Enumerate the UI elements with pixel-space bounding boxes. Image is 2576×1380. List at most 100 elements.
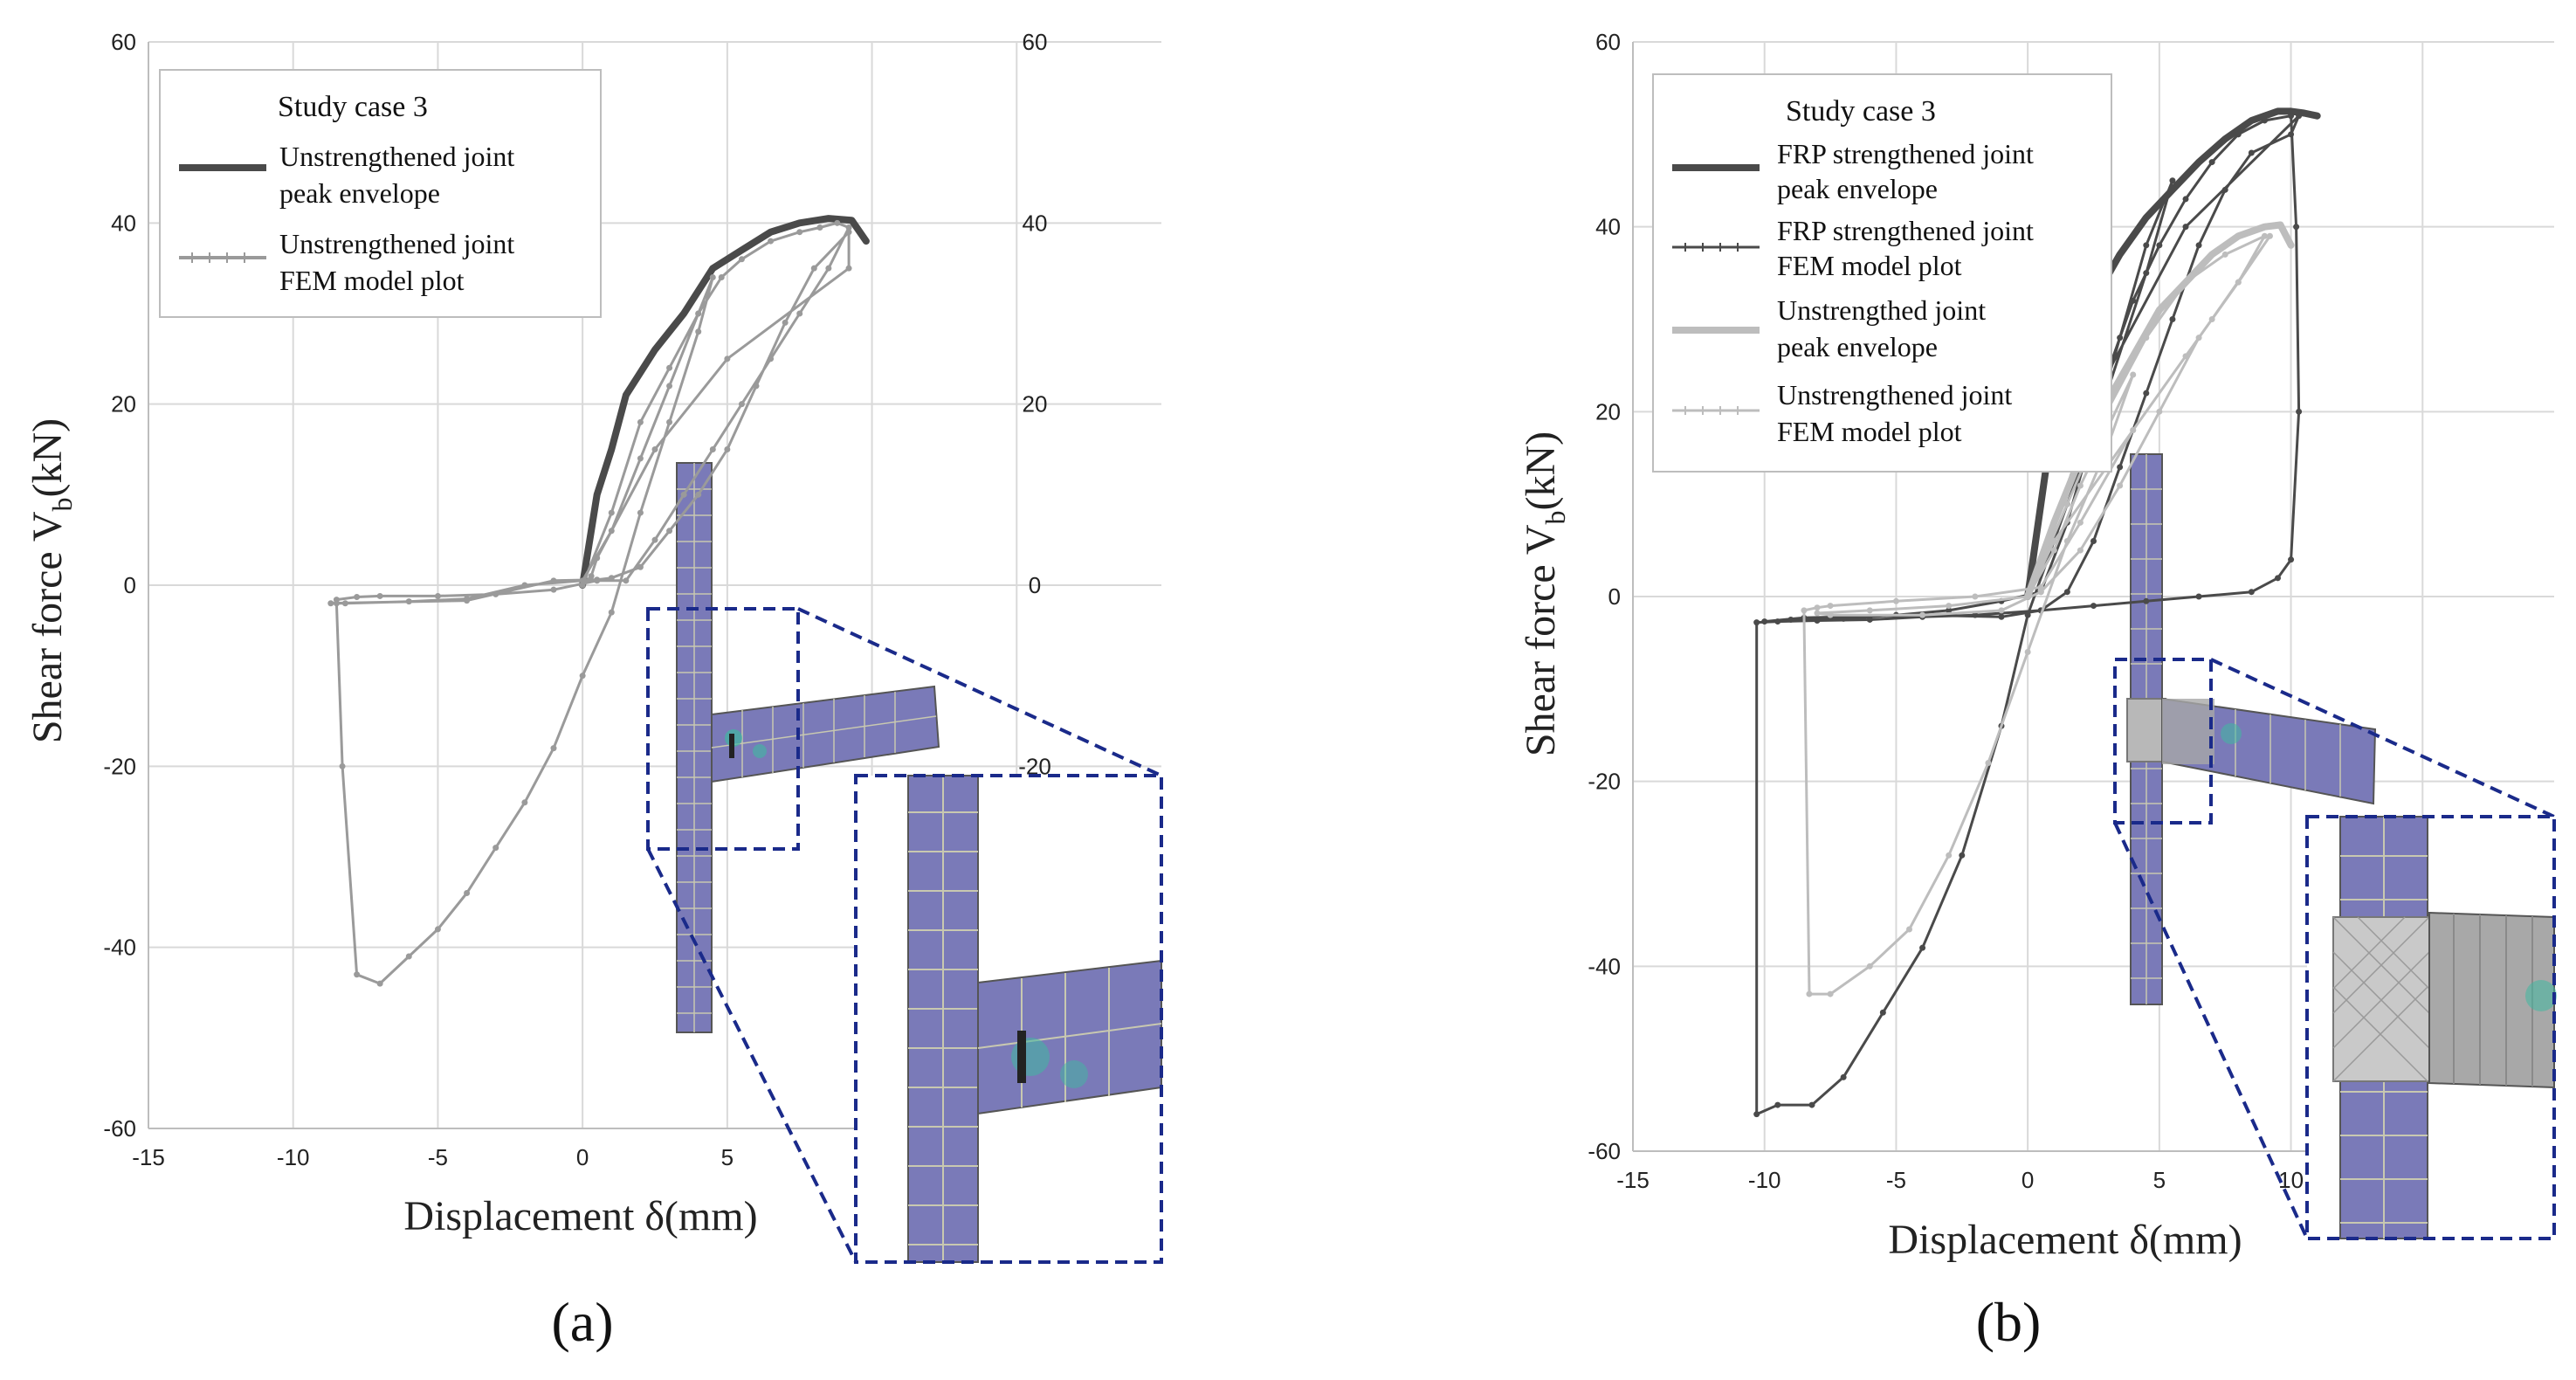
panel-b-y-tick-label: 40 [1595,214,1621,240]
panel-b-y-tick-label: 0 [1608,583,1621,610]
panel-a-series-1-point [695,328,702,335]
panel-a-series-1-point [666,528,673,535]
panel-a-series-1-point [341,600,348,607]
panel-a-series [327,215,870,987]
panel-a-series-1-point [354,593,361,600]
panel-b-series-1-point [2143,390,2150,397]
panel-a-series-1-point [550,745,557,752]
panel-b-series-1-point [2195,593,2202,600]
panel-a-series-1-point [845,224,852,231]
panel-a-y-axis-title: Shear force Vb(kN) [24,418,78,743]
panel-b-series-1-point [2296,408,2303,415]
panel-b-series-1-point [1840,615,1847,622]
panel-a-series-1-point [521,799,528,806]
panel-a-series-1-point [738,256,745,263]
panel-b-x-tick-label: -5 [1886,1167,1906,1193]
panel-b-series-3-point [2182,353,2189,360]
panel-a-series-1-point [709,274,716,281]
panel-a-series-1-point [376,592,383,599]
panel-b-series-1-point [2248,149,2255,156]
panel-a-series-1-point [464,597,471,604]
panel-a-chart: -60 -40 -20 0 20 40 60 -60 -40 -20 0 20 40 60 -15 -10… [24,29,1163,1353]
panel-a-y-tick-label: -40 [103,935,136,961]
panel-b-legend-label-3-line1: Unstrengthened joint [1777,379,2012,411]
panel-a-series-1-point [608,528,615,535]
panel-b-legend-label-3-line2: FEM model plot [1777,416,1962,447]
panel-b-series-3-point [1806,990,1813,997]
panel-a-label: (a) [551,1291,613,1353]
panel-b-series-3-point [2024,593,2031,600]
panel-a-y-tick-labels: -60 -40 -20 0 20 40 60 [103,29,136,1142]
panel-a-series-1-point [666,383,673,390]
panel-b-series-3-point [2130,371,2137,378]
panel-a-series-1-point [637,455,644,462]
panel-a-series-1-point [753,383,760,390]
panel-b-series-1-point [2293,224,2300,231]
panel-b-legend-label-2-line1: Unstrengthed joint [1777,294,1986,326]
panel-b-series-1-point [2275,575,2281,582]
panel-b-y-axis-title-sub: b [1539,510,1571,524]
panel-b-series-1-point [2063,589,2070,596]
panel-a-series-1-point [637,563,644,570]
panel-a-y-tick-label: -20 [103,753,136,779]
panel-a-series-1-point [434,592,441,599]
panel-b-series-1-point [2117,464,2124,471]
panel-b-series-3-point [1906,926,1912,933]
panel-b-series-1-point [2288,113,2295,120]
panel-b-series-3-point [2235,279,2242,286]
panel-a-series-1-point [782,319,789,326]
panel-b-series-1-point [2261,117,2268,124]
panel-a-series-1-point [796,310,803,317]
panel-a-series-1-point [376,980,383,987]
panel-a-series-1-point [680,491,687,498]
panel-b-series-1-point [2288,556,2295,563]
panel-b-x-tick-label: 5 [2153,1167,2166,1193]
panel-a-series-1-point [651,536,658,543]
panel-b-series-1-point [1919,944,1926,951]
panel-a-x-tick-label: 0 [576,1144,589,1170]
panel-a-series-1-point [327,600,334,607]
panel-b-legend-label-0-line2: peak envelope [1777,173,1938,204]
panel-b-series-3-point [2195,335,2202,342]
panel-a-series-1-point [579,582,586,589]
panel-b-fem-mesh-inset [2113,453,2557,1240]
panel-a-series-1-point [339,762,346,769]
panel-a-series-1-point [333,600,340,607]
panel-b-series-1-point [1959,852,1966,859]
panel-a-series-1-point [588,573,595,580]
panel-b-series-3-point [2037,589,2044,596]
panel-a-series-1-point [405,598,412,605]
panel-a-x-tick-label: 5 [721,1144,734,1170]
panel-b-series-1-point [1808,1101,1815,1108]
panel-b-series-1-line [1755,114,2301,1116]
panel-b-series-1-point [2143,242,2150,249]
panel-b-series-3-point [1919,611,1926,618]
panel-b-series-3-line [1802,234,2271,996]
panel-a-fem-mesh-inset [646,462,1163,1264]
panel-b-series-3-point [2130,427,2137,433]
panel-b-y-tick-label: 60 [1595,29,1621,55]
panel-a-series-1-point [709,446,716,452]
panel-a-series-1-point [623,577,630,584]
panel-b-series-3-point [1866,607,1873,614]
panel-a-y-tick-label: 20 [111,391,136,417]
panel-a-series-1-point [608,609,615,616]
panel-a-y-tick-label: 0 [124,572,136,598]
panel-a-series-1-point [637,509,644,516]
panel-b-series-1-point [2182,224,2189,231]
panel-b-series-3-point [1972,593,1979,600]
panel-b-series-1-point [1840,1073,1847,1080]
panel-b-series-1-point [2221,186,2228,193]
panel-a-series-1-point [550,586,557,593]
panel-a-series-1-point [718,274,725,281]
panel-b-series-1-point [2169,177,2176,184]
panel-b-series-1-point [2296,113,2303,120]
panel-a-series-1-point [845,265,852,272]
panel-b-series-3-point [1814,604,1821,611]
panel-a-series-1-point [825,265,832,272]
panel-a-series-1-point [492,845,499,852]
panel-b-series-3-point [2117,482,2124,489]
panel-a-series-1-point [608,509,615,516]
panel-b-y-tick-label: -40 [1588,953,1621,979]
panel-a-series-1-point [695,491,702,498]
